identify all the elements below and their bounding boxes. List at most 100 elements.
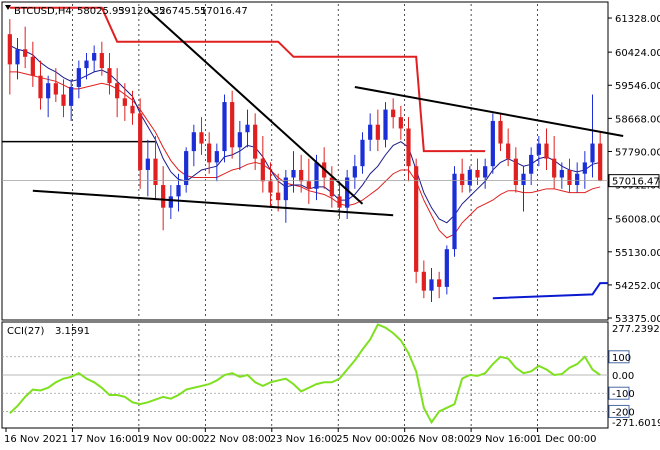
trendline — [354, 85, 624, 137]
bearish-candle — [61, 94, 66, 106]
header-close: 57016.47 — [200, 6, 248, 17]
bullish-candle — [575, 173, 580, 186]
bearish-candle — [460, 173, 465, 186]
cci-value: 3.1591 — [55, 326, 90, 337]
bearish-candle — [130, 105, 135, 114]
bullish-candle — [444, 249, 449, 287]
bullish-candle — [452, 173, 457, 250]
header-low: 56745.51 — [159, 6, 207, 17]
bullish-candle — [291, 169, 296, 178]
bearish-candle — [306, 181, 311, 189]
bearish-candle — [99, 53, 104, 69]
bearish-candle — [406, 128, 411, 167]
bullish-candle — [84, 60, 89, 69]
bearish-candle — [207, 143, 212, 163]
bullish-candle — [360, 139, 365, 167]
price-badge-label: 57016.47 — [612, 177, 660, 188]
trendline — [147, 8, 364, 205]
bearish-candle — [391, 109, 396, 118]
time-tick-label: 26 Nov 08:00 — [403, 434, 470, 445]
bearish-candle — [23, 49, 28, 57]
cci-tick-label: -200 — [612, 407, 635, 418]
bearish-candle — [414, 166, 419, 272]
cci-axis: 100 0.00 -100 -200 — [608, 350, 635, 418]
cci-min-label: -271.6019 — [612, 418, 660, 429]
bearish-candle — [53, 83, 58, 95]
chart-header: BTCUSD,H4 58025.93 59120.32 56745.51 570… — [5, 5, 248, 17]
bullish-candle — [314, 162, 319, 189]
bullish-candle — [590, 143, 595, 163]
bullish-candle — [15, 49, 20, 65]
cci-tick-label: -100 — [612, 389, 635, 400]
bearish-candle — [421, 271, 426, 291]
price-tick-label: 58668.00 — [615, 114, 660, 125]
vertical-grid — [72, 4, 538, 318]
bearish-candle — [107, 68, 112, 84]
bearish-candle — [437, 279, 442, 287]
bearish-candle — [329, 177, 334, 197]
bullish-candle — [76, 68, 81, 87]
bullish-candle — [345, 177, 350, 208]
cci-level-box — [608, 404, 630, 418]
price-tick-label: 61328.00 — [615, 14, 660, 25]
bearish-candle — [122, 98, 127, 106]
bearish-candle — [115, 83, 120, 99]
cci-tick-label: 0.00 — [612, 371, 634, 382]
bullish-candle — [176, 185, 181, 197]
time-tick-label: 25 Nov 00:00 — [336, 434, 403, 445]
cci-vertical-grid — [72, 324, 538, 426]
bullish-candle — [245, 124, 250, 133]
bearish-candle — [567, 169, 572, 186]
bullish-candle — [214, 151, 219, 163]
bearish-candle — [552, 158, 557, 178]
cci-level-box — [608, 350, 630, 364]
bearish-candle — [161, 185, 166, 208]
bullish-candle — [184, 151, 189, 186]
bearish-candle — [260, 158, 265, 182]
price-tick-label: 57790.00 — [615, 147, 660, 158]
bullish-candle — [69, 86, 74, 106]
bearish-candle — [475, 169, 480, 178]
bearish-candle — [138, 113, 143, 170]
bullish-candle — [92, 53, 97, 61]
header-symbol: BTCUSD,H4 — [14, 6, 72, 17]
bullish-candle — [191, 132, 196, 152]
bullish-candle — [483, 166, 488, 178]
price-tick-label: 55130.00 — [615, 248, 660, 259]
bearish-candle — [398, 117, 403, 129]
trendlines[interactable] — [32, 8, 624, 217]
price-tick-label: 60424.00 — [615, 48, 660, 59]
trendline — [32, 189, 394, 217]
cci-max-label: 277.2392 — [612, 324, 660, 335]
bearish-candle — [153, 158, 158, 186]
header-open: 58025.93 — [77, 6, 125, 17]
bearish-candle — [30, 56, 35, 76]
price-tick-label: 59546.00 — [615, 81, 660, 92]
time-tick-label: 19 Nov 00:00 — [137, 434, 204, 445]
bearish-candle — [253, 124, 258, 159]
bearish-candle — [38, 75, 43, 99]
support-step-line — [492, 282, 608, 300]
time-tick-label: 17 Nov 16:00 — [70, 434, 137, 445]
bearish-candle — [299, 169, 304, 182]
current-price-badge: 57016.47 — [608, 174, 660, 188]
bullish-candle — [467, 169, 472, 186]
time-axis: 16 Nov 2021 17 Nov 16:00 19 Nov 00:00 22 No… — [4, 428, 596, 445]
bullish-candle — [490, 120, 495, 167]
bullish-candle — [283, 177, 288, 201]
bearish-candle — [375, 124, 380, 140]
price-panel[interactable]: 61328.00 60424.00 59546.00 58668.00 57790.00… — [1, 1, 660, 325]
bearish-candle — [544, 143, 549, 159]
bullish-candle — [352, 166, 357, 178]
price-tick-label: 53375.00 — [615, 314, 660, 325]
bearish-candle — [598, 143, 603, 181]
bullish-candle — [529, 154, 534, 174]
bearish-candle — [230, 102, 235, 148]
time-tick-label: 16 Nov 2021 — [4, 434, 68, 445]
collapse-arrow-icon[interactable] — [5, 5, 11, 10]
bullish-candle — [559, 169, 564, 178]
bullish-candle — [368, 124, 373, 140]
bearish-candle — [199, 132, 204, 144]
